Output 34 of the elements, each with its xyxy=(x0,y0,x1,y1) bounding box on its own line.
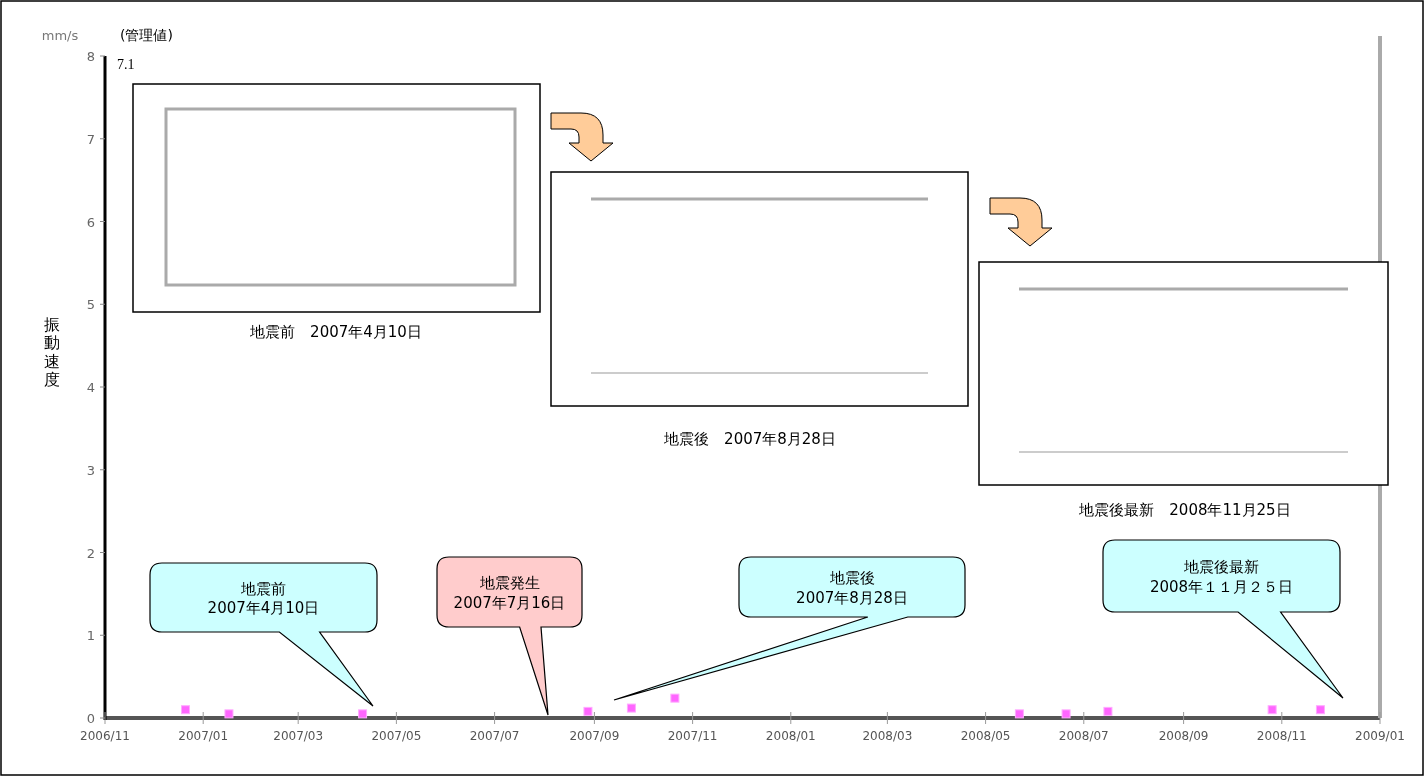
annotation: 地震後最新 2008年11月25日 xyxy=(1078,501,1291,519)
y-axis-title: 振動速度 xyxy=(44,315,60,390)
x-tick-label: 2007/09 xyxy=(569,729,620,743)
x-tick-label: 2007/03 xyxy=(273,729,324,743)
y-tick-label: 4 xyxy=(86,380,95,395)
x-tick-label: 2008/11 xyxy=(1256,729,1307,743)
x-tick-label: 2007/11 xyxy=(667,729,718,743)
y-tick-label: 2 xyxy=(86,545,95,561)
y-tick-label: 0 xyxy=(86,711,95,726)
x-tick-label: 2007/07 xyxy=(469,729,520,743)
x-tick-label: 2007/01 xyxy=(178,729,229,743)
x-tick-label: 2008/03 xyxy=(862,729,913,743)
x-tick-label: 2008/07 xyxy=(1058,729,1109,743)
x-tick-label: 2009/01 xyxy=(1355,729,1405,743)
x-tick-label: 2008/01 xyxy=(765,729,816,743)
annotation: 7.1 xyxy=(117,57,135,72)
y-tick-label: 6 xyxy=(86,214,95,230)
x-tick-label: 2008/05 xyxy=(960,729,1011,743)
y-tick-label: 3 xyxy=(86,462,95,478)
y-tick-label: 7 xyxy=(86,131,95,147)
y-tick-label: 8 xyxy=(86,49,95,64)
text: mm/s xyxy=(41,28,79,43)
x-tick-label: 2007/05 xyxy=(371,729,422,743)
y-tick-label: 1 xyxy=(86,628,95,644)
annotation: 地震前 2007年4月10日 xyxy=(207,579,320,617)
annotation: 地震後 2007年8月28日 xyxy=(796,569,908,607)
annotation: 地震前 2007年4月10日 xyxy=(249,323,422,341)
x-tick-label: 2006/11 xyxy=(80,729,130,743)
text: (管理値) xyxy=(120,27,173,43)
x-tick-label: 2008/09 xyxy=(1158,729,1209,743)
y-tick-label: 5 xyxy=(86,297,95,313)
annotation: 地震後 2007年8月28日 xyxy=(663,430,836,448)
annotation: 地震後最新 2008年１１月２５日 xyxy=(1149,558,1294,596)
annotation: 地震発生 2007年7月16日 xyxy=(453,574,566,612)
